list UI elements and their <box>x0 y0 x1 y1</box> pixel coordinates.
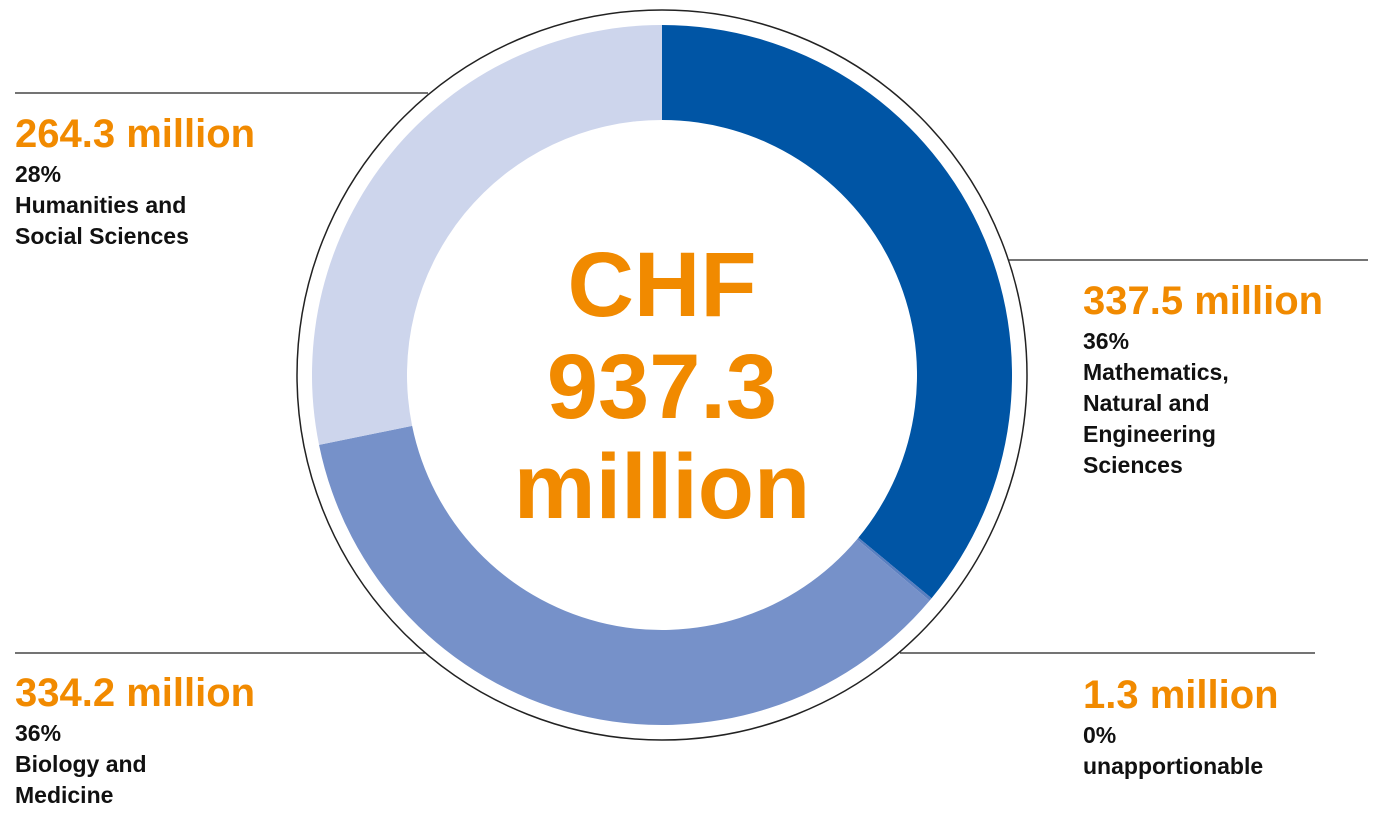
category-label: unapportionable <box>1083 753 1264 779</box>
value-label: 334.2 million <box>15 671 256 715</box>
value-label: 1.3 million <box>1083 673 1279 717</box>
category-label: Humanities and Social Sciences <box>15 192 189 249</box>
share-label: 28% <box>15 161 62 187</box>
donut-segment <box>319 425 930 725</box>
segment-label: 264.3 million 28% Humanities and Social Sc… <box>15 109 255 252</box>
share-label: 36% <box>15 720 62 746</box>
center-label: million <box>514 436 810 538</box>
donut-segment <box>662 25 1012 599</box>
donut-segment <box>856 537 932 601</box>
center-label: 937.3 <box>547 336 777 438</box>
share-label: 36% <box>1083 328 1130 354</box>
value-label: 264.3 million <box>15 112 256 156</box>
segment-label: 1.3 million 0% unapportionable <box>1083 670 1363 782</box>
value-label: 337.5 million <box>1083 279 1324 323</box>
category-label: Mathematics, Natural and Engineering Sci… <box>1083 359 1229 478</box>
segment-label: 337.5 million 36% Mathematics, Natural and… <box>1083 276 1324 481</box>
donut-segment <box>312 25 662 445</box>
center-label: CHF <box>567 234 756 336</box>
segment-label: 334.2 million 36% Biology and Medicine <box>15 668 256 811</box>
category-label: Biology and Medicine <box>15 751 147 808</box>
share-label: 0% <box>1083 722 1117 748</box>
